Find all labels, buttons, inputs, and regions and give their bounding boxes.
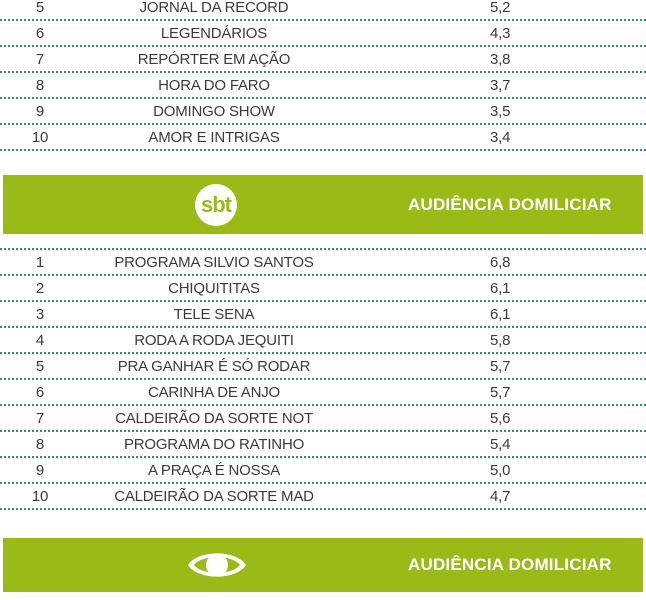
rating-cell: 5,6: [490, 409, 511, 427]
record-ranking-table: 5 JORNAL DA RECORD 5,2 6 LEGENDÁRIOS 4,3…: [0, 0, 646, 151]
table-row: 8 HORA DO FARO 3,7: [0, 73, 646, 99]
band-header-title: AUDIÊNCIA DOMILICIAR: [408, 555, 612, 574]
table-row: 5 PRA GANHAR É SÓ RODAR 5,7: [0, 354, 646, 380]
rating-cell: 6,8: [490, 253, 511, 271]
rank-cell: 3: [35, 305, 45, 323]
rating-cell: 3,8: [490, 50, 511, 68]
table-row: 7 CALDEIRÃO DA SORTE NOT 5,6: [0, 406, 646, 432]
table-row: 6 LEGENDÁRIOS 4,3: [0, 21, 646, 47]
rank-cell: 5: [35, 0, 45, 16]
rank-cell: 8: [35, 435, 45, 453]
rating-cell: 4,7: [490, 487, 511, 505]
sbt-header-bar: sbt AUDIÊNCIA DOMILICIAR: [3, 175, 643, 234]
rating-cell: 5,7: [490, 383, 511, 401]
program-cell: PRA GANHAR É SÓ RODAR: [117, 357, 311, 375]
rating-cell: 3,4: [490, 128, 511, 146]
program-cell: TELE SENA: [173, 305, 255, 323]
rank-cell: 9: [35, 461, 45, 479]
sbt-logo-icon: sbt: [195, 183, 237, 226]
table-row: 6 CARINHA DE ANJO 5,7: [0, 380, 646, 406]
program-cell: CALDEIRÃO DA SORTE MAD: [114, 487, 314, 505]
rating-cell: 5,2: [490, 0, 511, 16]
program-cell: JORNAL DA RECORD: [139, 0, 289, 16]
program-cell: CALDEIRÃO DA SORTE NOT: [115, 409, 313, 427]
rank-cell: 6: [35, 383, 45, 401]
table-row: 3 TELE SENA 6,1: [0, 302, 646, 328]
rating-cell: 6,1: [490, 305, 511, 323]
program-cell: HORA DO FARO: [158, 76, 270, 94]
rating-cell: 5,0: [490, 461, 511, 479]
sbt-ranking-table: 1 PROGRAMA SILVIO SANTOS 6,8 2 CHIQUITIT…: [0, 248, 646, 510]
sbt-logo-text: sbt: [201, 191, 232, 217]
program-cell: CARINHA DE ANJO: [147, 383, 281, 401]
rank-cell: 7: [35, 409, 45, 427]
rank-cell: 9: [35, 102, 45, 120]
rating-cell: 5,7: [490, 357, 511, 375]
table-row: 4 RODA A RODA JEQUITI 5,8: [0, 328, 646, 354]
rating-cell: 3,5: [490, 102, 511, 120]
program-cell: AMOR E INTRIGAS: [148, 128, 280, 146]
table-row: 5 JORNAL DA RECORD 5,2: [0, 0, 646, 21]
rank-cell: 6: [35, 24, 45, 42]
table-row: 7 REPÓRTER EM AÇÃO 3,8: [0, 47, 646, 73]
program-cell: CHIQUITITAS: [168, 279, 260, 297]
program-cell: LEGENDÁRIOS: [160, 24, 268, 42]
table-row: 9 A PRAÇA É NOSSA 5,0: [0, 458, 646, 484]
program-cell: PROGRAMA DO RATINHO: [123, 435, 305, 453]
band-eye-icon: [188, 553, 246, 577]
table-row: 9 DOMINGO SHOW 3,5: [0, 99, 646, 125]
rating-cell: 5,8: [490, 331, 511, 349]
rank-cell: 5: [35, 357, 45, 375]
table-row: 1 PROGRAMA SILVIO SANTOS 6,8: [0, 250, 646, 276]
rank-cell: 7: [35, 50, 45, 68]
program-cell: DOMINGO SHOW: [153, 102, 275, 120]
sbt-header-title: AUDIÊNCIA DOMILICIAR: [408, 194, 612, 214]
program-cell: REPÓRTER EM AÇÃO: [137, 50, 291, 68]
program-cell: PROGRAMA SILVIO SANTOS: [114, 253, 314, 271]
rank-cell: 2: [35, 279, 45, 297]
program-cell: RODA A RODA JEQUITI: [134, 331, 294, 349]
program-cell: A PRAÇA É NOSSA: [147, 461, 281, 479]
rating-cell: 4,3: [490, 24, 511, 42]
table-row: 10 CALDEIRÃO DA SORTE MAD 4,7: [0, 484, 646, 510]
table-row: 2 CHIQUITITAS 6,1: [0, 276, 646, 302]
rating-cell: 6,1: [490, 279, 511, 297]
rank-cell: 10: [31, 128, 49, 146]
band-header-bar: AUDIÊNCIA DOMILICIAR: [3, 538, 643, 592]
rank-cell: 4: [35, 331, 45, 349]
rank-cell: 10: [31, 487, 49, 505]
table-row: 8 PROGRAMA DO RATINHO 5,4: [0, 432, 646, 458]
rating-cell: 3,7: [490, 76, 511, 94]
rank-cell: 1: [35, 253, 45, 271]
rank-cell: 8: [35, 76, 45, 94]
rating-cell: 5,4: [490, 435, 511, 453]
table-row: 10 AMOR E INTRIGAS 3,4: [0, 125, 646, 151]
